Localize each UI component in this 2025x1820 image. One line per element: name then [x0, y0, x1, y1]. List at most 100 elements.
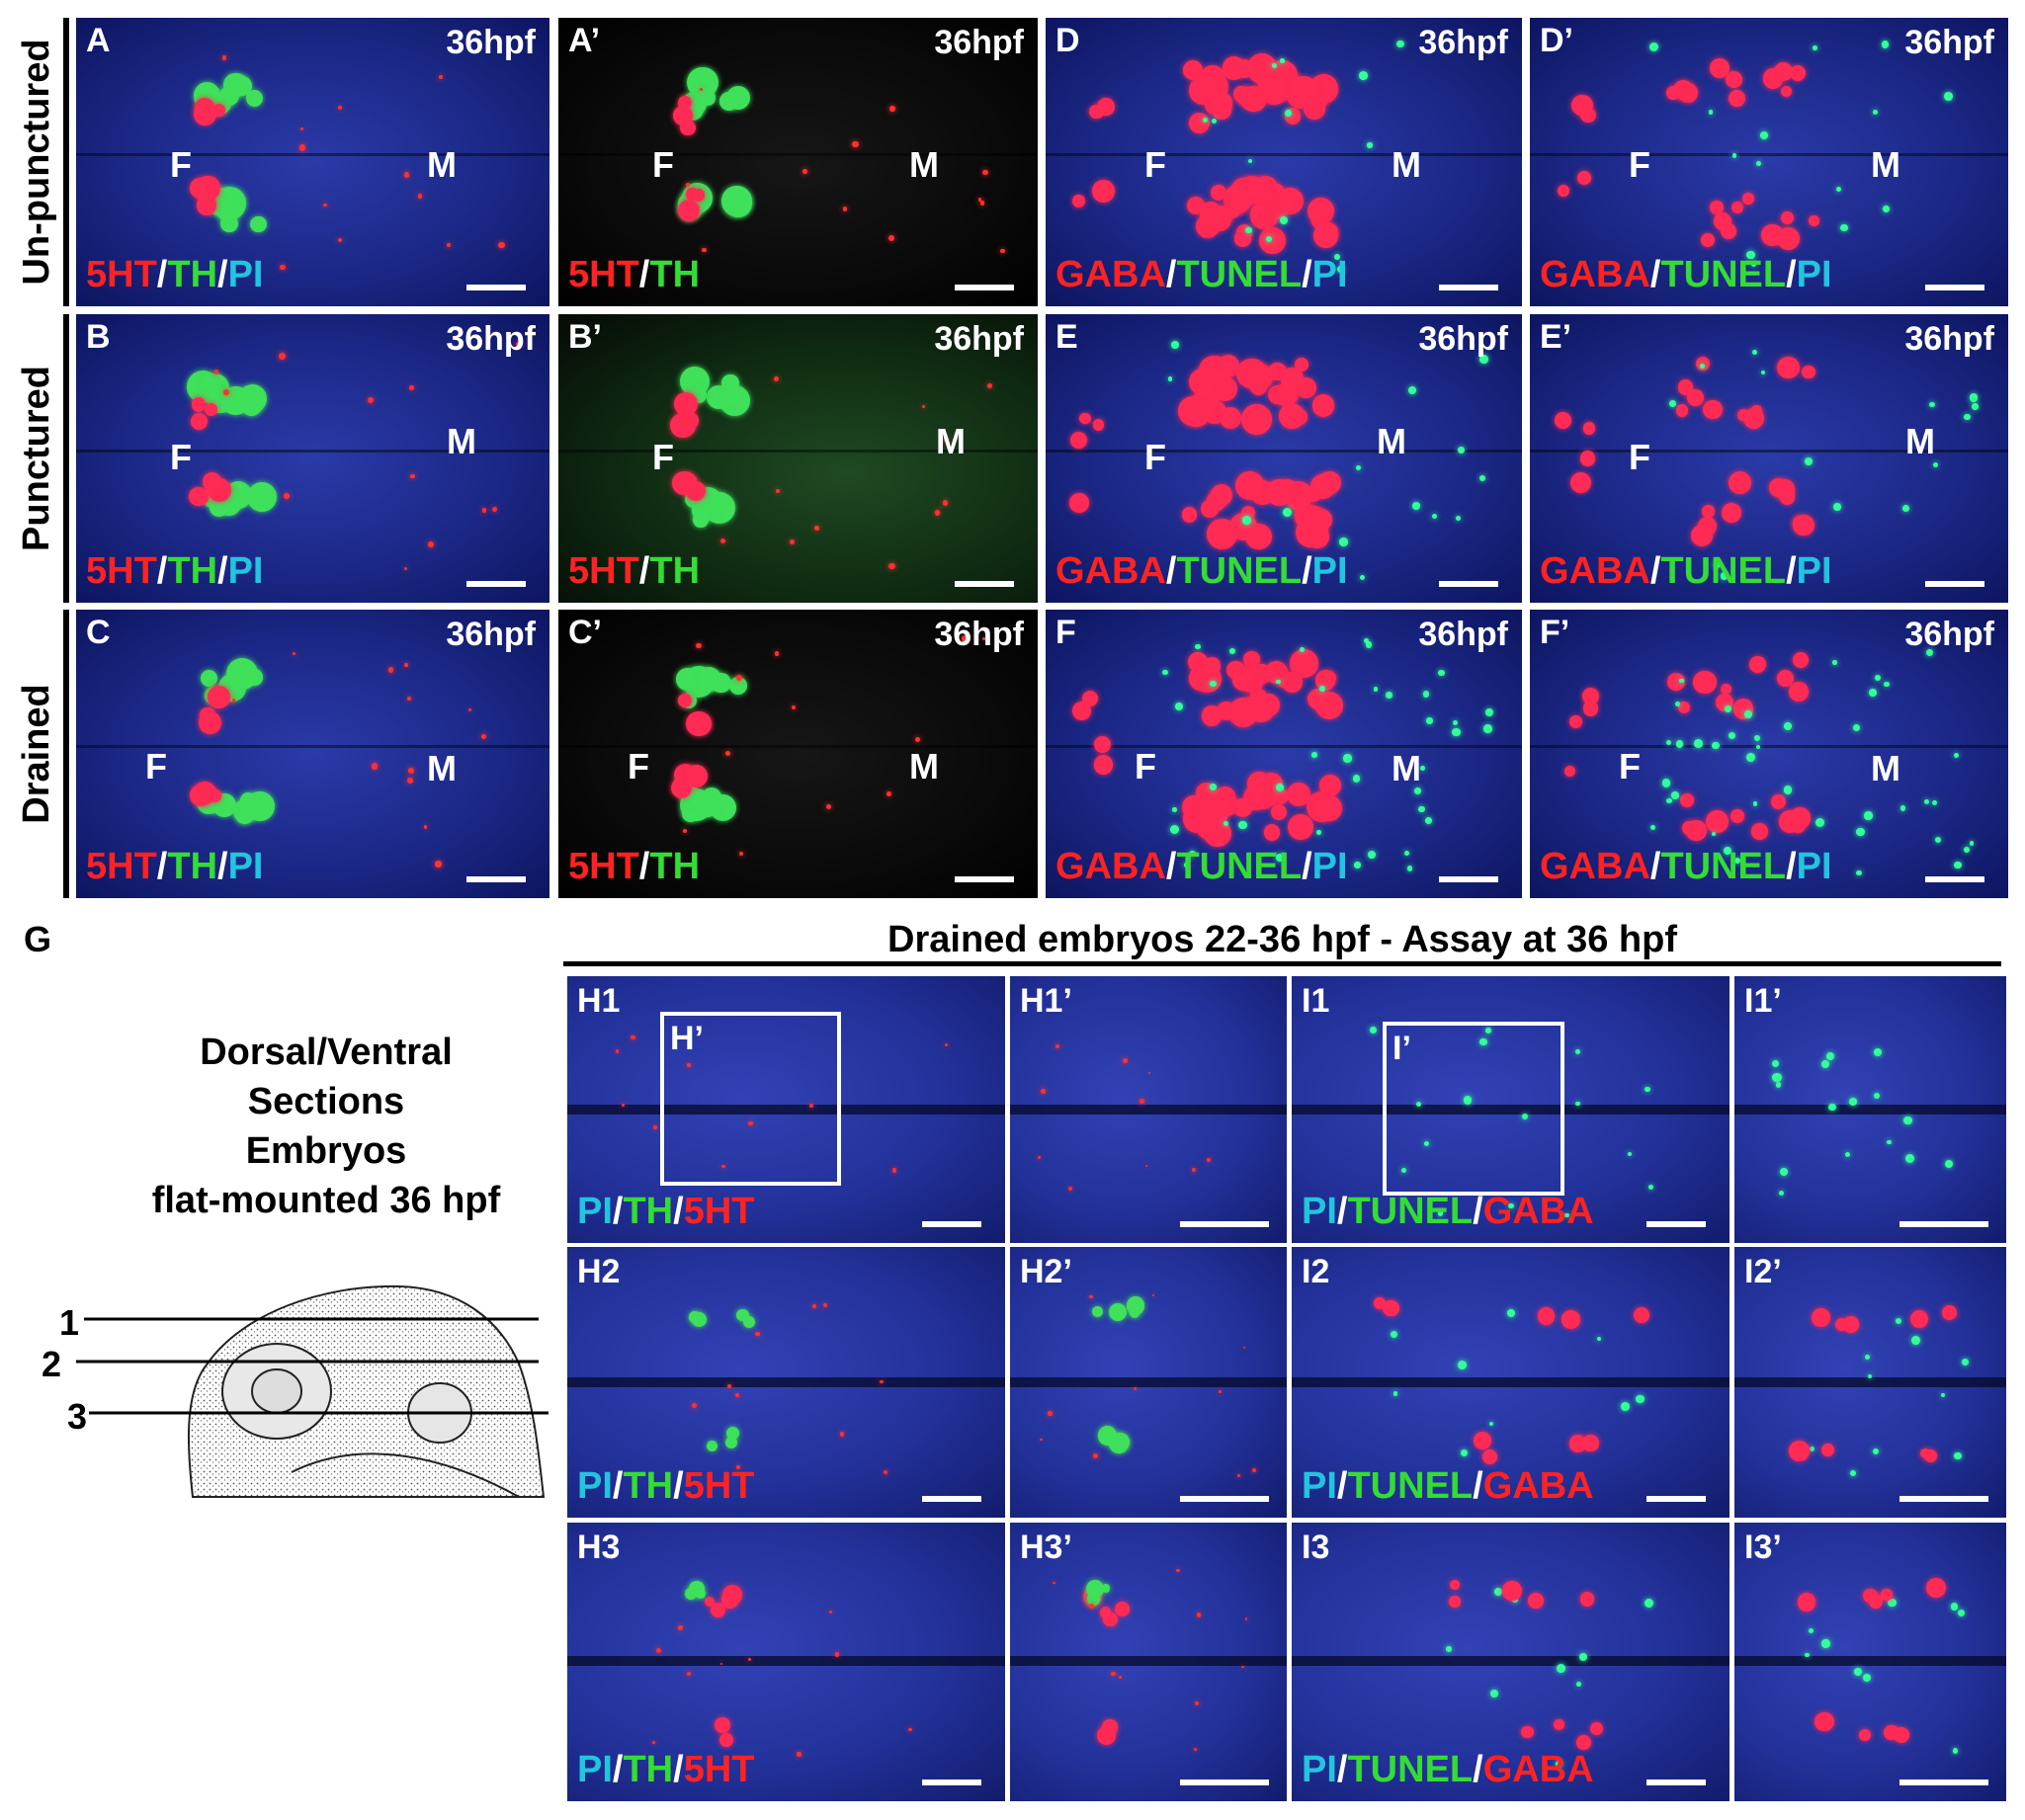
cell-signal [1569, 471, 1591, 493]
cell-signal [719, 1732, 734, 1747]
cell-signal [1832, 503, 1841, 511]
cell-signal [1934, 836, 1942, 844]
cell-signal [1674, 702, 1680, 707]
stain-legend: 5HT/TH [568, 254, 701, 295]
cell-signal [1373, 687, 1378, 692]
panel-a: A 36hpf F M 5HT/TH/PI [76, 18, 549, 306]
cell-signal [1071, 195, 1085, 208]
cell-signal [1228, 647, 1236, 654]
cell-signal [1872, 1448, 1880, 1455]
cell-signal [1596, 1336, 1602, 1341]
cell-signal [1093, 755, 1114, 775]
cell-signal [1561, 1310, 1580, 1329]
scale-bar [466, 876, 526, 882]
cell-signal [1092, 1452, 1098, 1458]
stain-legend: PI/TUNEL/GABA [1302, 1465, 1594, 1507]
cell-signal [403, 566, 407, 571]
cell-signal [1521, 1113, 1529, 1120]
scale-bar [1439, 581, 1498, 587]
cell-signal [1909, 1309, 1929, 1329]
cell-signal [1404, 851, 1410, 856]
cell-signal [736, 1465, 740, 1469]
cell-signal [1390, 1330, 1397, 1338]
cell-signal [696, 667, 721, 693]
cell-signal [686, 183, 691, 188]
cell-signal [1564, 1212, 1569, 1218]
cell-signal [299, 127, 303, 131]
cell-signal [886, 791, 892, 797]
cell-signal [1126, 1295, 1145, 1315]
cell-signal [1484, 707, 1493, 716]
cell-signal [1093, 736, 1111, 754]
cell-signal [1479, 355, 1488, 365]
cell-signal [406, 778, 414, 785]
cell-signal [246, 481, 277, 512]
cell-signal [1359, 574, 1366, 581]
cell-signal [1101, 1583, 1111, 1593]
cell-signal [987, 382, 993, 388]
cell-signal [1844, 1151, 1850, 1157]
cell-signal [408, 384, 414, 391]
stain-legend: GABA/TUNEL/PI [1540, 846, 1832, 887]
cell-signal [1775, 1081, 1782, 1088]
cell-signal [683, 419, 690, 426]
cell-signal [1139, 1099, 1144, 1104]
cell-signal [1452, 727, 1461, 737]
cell-signal [1563, 765, 1576, 778]
cell-signal [1527, 1592, 1544, 1609]
cell-signal [1232, 668, 1256, 692]
midbrain-marker: M [427, 748, 457, 788]
cell-signal [1633, 1306, 1649, 1324]
cell-signal [1245, 178, 1272, 204]
cell-signal [685, 1587, 698, 1601]
stain-legend: 5HT/TH/PI [86, 254, 264, 295]
cell-signal [1856, 869, 1862, 876]
cell-signal [669, 412, 696, 439]
cell-signal [1316, 830, 1321, 835]
cell-signal [1189, 850, 1196, 858]
cell-signal [1367, 851, 1376, 860]
cell-signal [1200, 499, 1220, 519]
cell-signal [1416, 1102, 1421, 1108]
cell-signal [1119, 1676, 1122, 1680]
panel-f-prime: F’ 36hpf F M GABA/TUNEL/PI [1530, 610, 2008, 898]
forebrain-marker: F [652, 144, 674, 185]
zoom-region-box: H’ [660, 1012, 841, 1186]
stage-label: 36hpf [1904, 616, 1994, 653]
cell-signal [1311, 752, 1317, 758]
scale-bar [1899, 1496, 1988, 1502]
cell-signal [1954, 1451, 1962, 1460]
cell-signal [1455, 515, 1462, 522]
cell-signal [1417, 805, 1425, 813]
panel-b: B 36hpf F M 5HT/TH/PI [76, 314, 549, 603]
cell-signal [714, 1717, 730, 1733]
midline [558, 153, 1038, 157]
cell-signal [491, 506, 498, 513]
cell-signal [1279, 403, 1305, 430]
cell-signal [1508, 1203, 1514, 1209]
cell-signal [1413, 786, 1421, 794]
cell-signal [1835, 186, 1842, 192]
cell-signal [1954, 861, 1962, 869]
cell-signal [246, 89, 264, 107]
cell-signal [1481, 1448, 1498, 1465]
panel-c-prime: C’ 36hpf F M 5HT/TH [558, 610, 1038, 898]
cell-signal [1778, 810, 1802, 834]
cell-signal [774, 650, 780, 656]
cell-signal [1728, 470, 1751, 495]
cell-signal [1703, 399, 1723, 420]
cell-signal [1755, 160, 1761, 166]
scale-bar [1646, 1221, 1706, 1227]
cell-signal [677, 199, 701, 221]
cell-signal [1666, 740, 1672, 746]
cell-signal [1923, 798, 1930, 805]
cell-signal [1773, 61, 1794, 82]
cell-signal [1872, 110, 1878, 116]
cell-signal [742, 1315, 755, 1328]
cell-signal [1321, 670, 1337, 686]
cell-signal [1714, 212, 1732, 231]
cell-signal [1276, 679, 1281, 684]
cell-signal [1089, 1294, 1093, 1299]
cell-signal [1392, 1390, 1398, 1396]
cell-signal [1243, 651, 1260, 668]
